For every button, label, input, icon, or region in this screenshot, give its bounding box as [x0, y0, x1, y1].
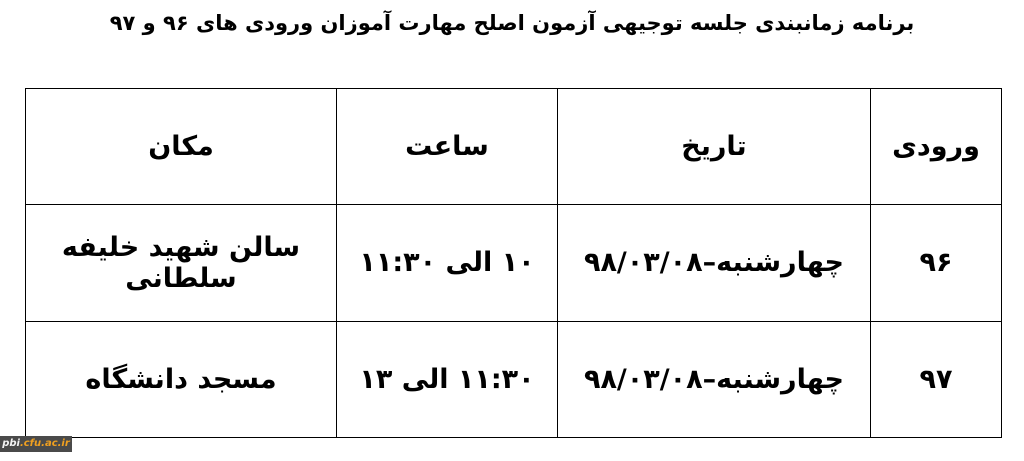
watermark-part1: pbi [2, 438, 20, 449]
document-title: برنامه زمانبندی جلسه توجیهی آزمون اصلح م… [109, 11, 915, 35]
cell-date: چهارشنبه–۹۸/۰۳/۰۸ [557, 320, 871, 439]
table-header-row: ورودی تاریخ ساعت مکان [25, 87, 1002, 206]
cell-location: سالن شهید خلیفه سلطانی [25, 204, 337, 322]
cell-time: ۱۰ الی ۱۱:۳۰ [336, 204, 558, 322]
header-date: تاریخ [557, 87, 871, 206]
schedule-table: ورودی تاریخ ساعت مکان ۹۶ چهارشنبه–۹۸/۰۳/… [25, 87, 1002, 439]
cell-entry-year: ۹۷ [870, 320, 1002, 439]
cell-time: ۱۱:۳۰ الی ۱۳ [336, 320, 558, 439]
table-row: ۹۷ چهارشنبه–۹۸/۰۳/۰۸ ۱۱:۳۰ الی ۱۳ مسجد د… [25, 320, 1002, 439]
cell-location: مسجد دانشگاه [25, 320, 337, 439]
header-location: مکان [25, 87, 337, 206]
header-time: ساعت [336, 87, 558, 206]
header-entry-year: ورودی [870, 87, 1002, 206]
watermark-logo: pbi.cfu.ac.ir [0, 436, 72, 452]
table-row: ۹۶ چهارشنبه–۹۸/۰۳/۰۸ ۱۰ الی ۱۱:۳۰ سالن ش… [25, 204, 1002, 322]
cell-date: چهارشنبه–۹۸/۰۳/۰۸ [557, 204, 871, 322]
cell-entry-year: ۹۶ [870, 204, 1002, 322]
watermark-part2: .cfu.ac.ir [19, 438, 70, 449]
